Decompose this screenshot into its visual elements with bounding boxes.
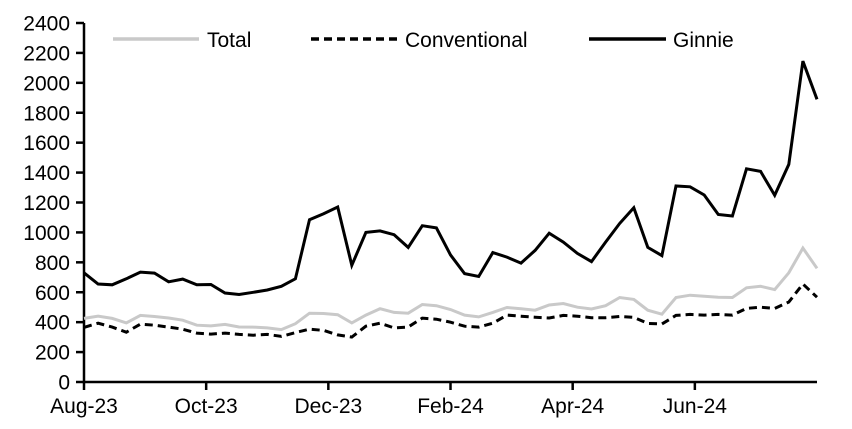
legend: Total Conventional Ginnie [113,29,734,52]
axis-lines [82,23,817,384]
y-tick-label: 0 [58,372,70,395]
x-tick-label: Feb-24 [417,395,484,418]
y-tick-label: 1600 [23,132,70,155]
x-tick-label: Oct-23 [175,395,238,418]
series-line-total [83,245,819,332]
y-tick-label: 1200 [23,192,70,215]
y-tick-label: 200 [35,342,70,365]
legend-label-total: Total [207,29,251,52]
y-tick-label: 2200 [23,42,70,65]
plot-area: 0 200 400 600 800 1000 1200 1400 1600 1800 2000 220… [23,13,819,418]
y-tick-label: 800 [35,252,70,275]
y-tick-label: 1800 [23,102,70,125]
series-line-conventional [83,281,819,339]
series-line-ginnie [83,60,819,297]
x-tick-label: Jun-24 [663,395,728,418]
legend-label-ginnie: Ginnie [673,29,734,52]
legend-label-conventional: Conventional [405,29,528,52]
y-tick-label: 2000 [23,72,70,95]
x-tick-label: Dec-23 [294,395,362,418]
y-tick-label: 1400 [23,162,70,185]
x-tick-label: Aug-23 [50,395,118,418]
x-tick-label: Apr-24 [541,395,604,418]
y-tick-label: 1000 [23,222,70,245]
y-tick-label: 400 [35,312,70,335]
y-tick-label: 2400 [23,13,70,36]
y-tick-label: 600 [35,282,70,305]
